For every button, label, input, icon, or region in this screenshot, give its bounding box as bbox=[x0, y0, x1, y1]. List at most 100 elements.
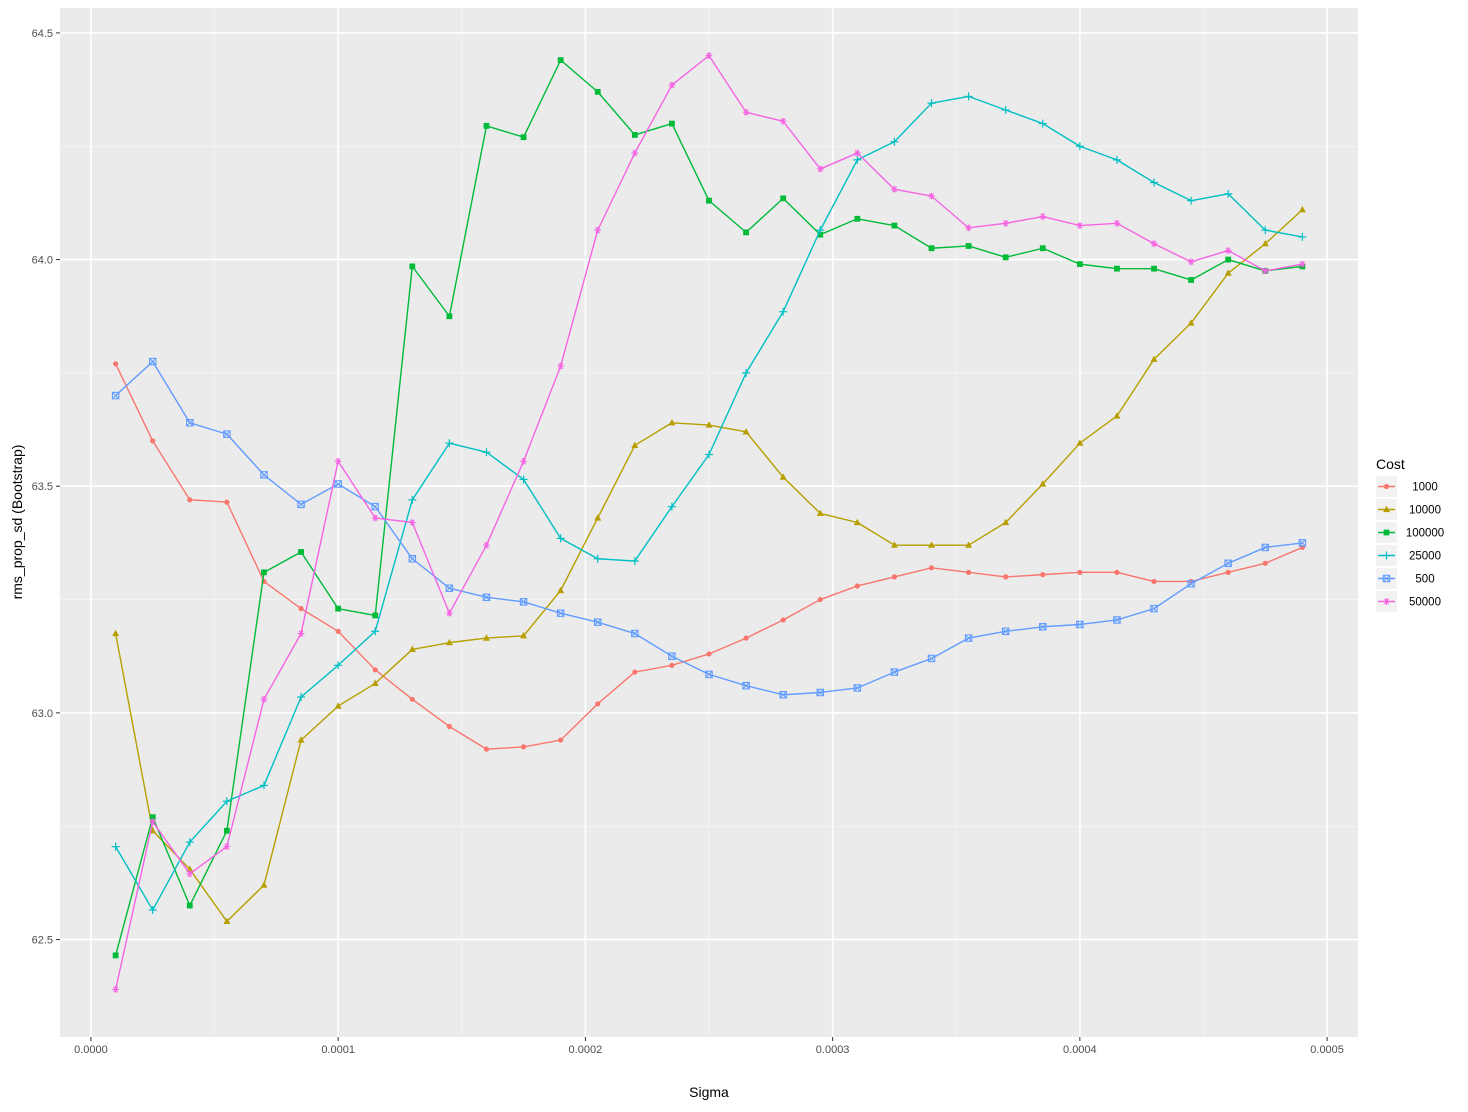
data-point-25000 bbox=[259, 781, 268, 790]
y-tick-label: 62.5 bbox=[32, 935, 53, 947]
marker-stroke bbox=[890, 668, 898, 676]
data-point-500 bbox=[297, 500, 305, 509]
data-point-500 bbox=[668, 652, 676, 660]
marker-shape bbox=[223, 827, 230, 834]
data-point-50000 bbox=[520, 457, 527, 465]
data-point-100000 bbox=[372, 612, 379, 619]
marker-shape bbox=[1114, 569, 1120, 575]
legend-item-10000: 10000 bbox=[1376, 499, 1441, 520]
data-point-25000 bbox=[556, 534, 565, 543]
data-point-10000 bbox=[371, 679, 379, 687]
marker-shape bbox=[1225, 569, 1231, 575]
data-point-10000 bbox=[668, 418, 676, 426]
marker-shape bbox=[780, 195, 787, 202]
data-point-100000 bbox=[854, 215, 861, 222]
data-point-500 bbox=[371, 502, 379, 511]
data-point-10000 bbox=[742, 428, 750, 435]
data-point-25000 bbox=[222, 797, 231, 806]
marker-shape bbox=[890, 541, 898, 548]
marker-stroke bbox=[556, 609, 565, 617]
legend-item-1000: 1000 bbox=[1376, 476, 1438, 497]
data-point-1000 bbox=[817, 596, 823, 603]
data-point-25000 bbox=[816, 226, 825, 235]
data-point-100000 bbox=[594, 88, 601, 95]
data-point-100000 bbox=[965, 243, 972, 249]
marker-stroke bbox=[223, 430, 231, 438]
data-point-50000 bbox=[928, 192, 935, 200]
data-point-10000 bbox=[816, 509, 824, 517]
minor-gridlines bbox=[60, 8, 1358, 1037]
marker-shape bbox=[224, 499, 230, 505]
major-gridlines bbox=[60, 8, 1358, 1037]
data-point-50000 bbox=[816, 165, 824, 173]
marker-shape bbox=[594, 514, 602, 521]
marker-stroke bbox=[965, 634, 973, 642]
data-point-500 bbox=[890, 668, 899, 676]
marker-shape bbox=[335, 605, 342, 612]
data-point-500 bbox=[631, 629, 639, 638]
data-point-10000 bbox=[1261, 239, 1269, 247]
series-25000 bbox=[111, 92, 1307, 915]
data-point-10000 bbox=[482, 634, 490, 641]
marker-shape bbox=[298, 606, 304, 612]
data-point-100000 bbox=[112, 952, 119, 959]
marker-shape bbox=[149, 814, 156, 821]
data-point-500 bbox=[1150, 604, 1158, 613]
marker-stroke bbox=[482, 593, 491, 601]
marker-shape bbox=[928, 541, 936, 548]
data-point-1000 bbox=[743, 635, 749, 641]
marker-shape bbox=[445, 638, 453, 646]
data-point-10000 bbox=[631, 441, 639, 449]
marker-shape bbox=[1040, 572, 1046, 578]
data-point-50000 bbox=[1150, 240, 1158, 248]
data-point-10000 bbox=[297, 736, 305, 743]
marker-stroke bbox=[964, 634, 973, 642]
marker-shape bbox=[112, 629, 120, 637]
marker-stroke bbox=[148, 357, 157, 366]
data-point-50000 bbox=[705, 52, 713, 59]
data-point-100000 bbox=[1151, 265, 1157, 272]
data-point-100000 bbox=[780, 195, 787, 202]
data-point-1000 bbox=[706, 651, 712, 657]
data-point-10000 bbox=[1039, 480, 1047, 487]
legend-key-marker bbox=[1382, 551, 1391, 560]
marker-shape bbox=[705, 421, 713, 428]
data-point-50000 bbox=[371, 514, 379, 522]
data-point-500 bbox=[779, 691, 787, 699]
series-1000 bbox=[113, 361, 1305, 752]
series-50000 bbox=[112, 52, 1306, 993]
marker-stroke bbox=[593, 618, 602, 626]
marker-stroke bbox=[1298, 539, 1307, 547]
marker-stroke bbox=[1076, 620, 1084, 629]
data-point-50000 bbox=[1224, 247, 1232, 254]
marker-shape bbox=[1224, 269, 1232, 276]
marker-shape bbox=[1002, 254, 1009, 261]
marker-shape bbox=[1114, 265, 1120, 272]
legend-item-500: 500 bbox=[1376, 568, 1435, 589]
legend-title: Cost bbox=[1376, 456, 1405, 472]
marker-shape bbox=[779, 473, 787, 480]
marker-stroke bbox=[1001, 627, 1010, 636]
marker-stroke bbox=[111, 391, 120, 400]
data-point-10000 bbox=[445, 638, 453, 646]
data-point-50000 bbox=[1298, 260, 1306, 268]
marker-stroke bbox=[668, 652, 676, 660]
marker-shape bbox=[706, 197, 712, 204]
data-point-1000 bbox=[150, 438, 156, 444]
marker-stroke bbox=[1150, 605, 1158, 613]
marker-stroke bbox=[853, 684, 862, 692]
marker-shape bbox=[742, 428, 750, 435]
data-point-1000 bbox=[372, 667, 378, 673]
data-point-100000 bbox=[335, 605, 342, 612]
marker-stroke bbox=[779, 691, 787, 699]
marker-shape bbox=[558, 737, 564, 743]
data-point-1000 bbox=[335, 628, 341, 634]
marker-stroke bbox=[1261, 543, 1270, 552]
marker-stroke bbox=[631, 630, 639, 638]
marker-shape bbox=[187, 497, 193, 503]
data-point-100000 bbox=[928, 245, 935, 252]
data-point-500 bbox=[705, 670, 713, 679]
marker-shape bbox=[150, 438, 156, 444]
data-point-50000 bbox=[1076, 222, 1084, 229]
